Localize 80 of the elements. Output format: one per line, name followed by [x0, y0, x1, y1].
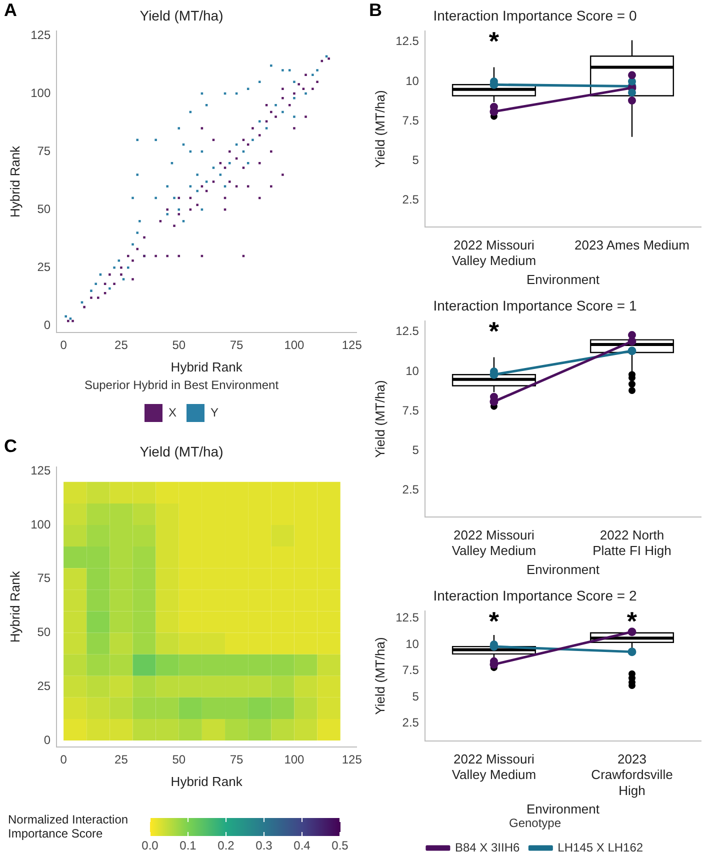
x-tick-label: 2022 Missouri Valley Medium	[452, 752, 536, 782]
y-tick-label: 2.5	[402, 192, 420, 207]
y-tick-label: 25	[37, 678, 51, 693]
y-axis-title: Yield (MT/ha)	[372, 90, 388, 168]
annotation: *	[488, 316, 500, 346]
annotation: *	[488, 26, 500, 56]
color-bar-label: 0.4	[294, 838, 311, 852]
y-axis-title: Yield (MT/ha)	[372, 637, 388, 715]
chart-title: Yield (MT/ha)	[140, 443, 224, 460]
legend-label: LH145 X LH162	[558, 840, 644, 854]
annotation: *	[488, 606, 500, 636]
legend-label: B84 X 3IIH6	[454, 840, 520, 854]
x-axis-title: Environment	[526, 801, 600, 816]
y-tick-label: 50	[37, 625, 51, 640]
x-tick-label: 0	[60, 752, 68, 767]
x-tick-label: 25	[114, 338, 128, 352]
text: B	[369, 0, 382, 20]
color-bar-label: 0.1	[180, 838, 197, 852]
color-bar-title: Normalized Interaction Importance Score	[8, 812, 128, 840]
y-tick-label: 0	[44, 318, 51, 332]
legend-title: Superior Hybrid in Best Environment	[84, 378, 280, 392]
y-tick-label: 75	[37, 571, 51, 586]
x-tick-label: 125	[342, 338, 362, 352]
y-tick-label: 7.5	[402, 113, 420, 128]
y-tick-label: 10	[406, 74, 420, 88]
y-tick-label: 125	[30, 28, 51, 42]
x-tick-label: 75	[230, 752, 244, 767]
annotation: *	[626, 606, 638, 636]
y-axis-title: Yield (MT/ha)	[372, 380, 388, 458]
y-tick-label: 50	[37, 202, 51, 216]
y-tick-label: 12.5	[396, 610, 420, 624]
x-tick-label: 2022 Missouri Valley Medium	[452, 238, 536, 268]
chart-title: Interaction Importance Score = 0	[433, 7, 637, 24]
legend-title: Genotype	[508, 816, 562, 830]
x-axis-title: Environment	[526, 272, 600, 287]
x-tick-label: 125	[342, 752, 362, 767]
y-tick-label: 2.5	[402, 482, 420, 497]
y-tick-label: 125	[30, 463, 51, 478]
color-bar-label: 0.0	[142, 838, 159, 852]
y-tick-label: 0	[44, 732, 51, 747]
x-axis-title: Hybrid Rank	[170, 774, 243, 789]
text: A	[4, 0, 17, 20]
color-bar-label: 0.2	[218, 838, 235, 852]
y-tick-label: 100	[30, 86, 51, 100]
x-tick-label: 100	[284, 752, 305, 767]
y-tick-label: 5	[412, 442, 420, 457]
x-tick-label: 2022 Missouri Valley Medium	[452, 528, 536, 558]
y-tick-label: 10	[406, 636, 420, 651]
x-tick-label: 100	[284, 338, 305, 352]
x-tick-label: 2023 Crawfordsville High	[591, 752, 673, 798]
y-tick-label: 7.5	[402, 663, 420, 678]
x-tick-label: 50	[172, 752, 186, 767]
y-tick-label: 75	[37, 144, 51, 158]
y-tick-label: 25	[37, 260, 51, 274]
x-tick-label: 0	[60, 338, 68, 352]
color-bar-label: 0.5	[332, 838, 349, 852]
x-tick-label: 75	[230, 338, 244, 352]
y-tick-label: 12.5	[396, 34, 420, 48]
legend-label: X	[168, 405, 177, 420]
text: C	[4, 436, 17, 456]
x-tick-label: 2022 North Platte FI High	[592, 528, 672, 558]
y-axis-title: Hybrid Rank	[7, 145, 22, 218]
y-tick-label: 12.5	[396, 324, 420, 338]
x-tick-label: 25	[114, 752, 128, 767]
color-bar-label: 0.3	[256, 838, 273, 852]
x-tick-label: 50	[172, 338, 186, 352]
y-tick-label: 10	[406, 364, 420, 378]
y-tick-label: 7.5	[402, 403, 420, 418]
y-tick-label: 2.5	[402, 716, 420, 730]
y-axis-title: Hybrid Rank	[7, 570, 22, 643]
chart-title: Interaction Importance Score = 1	[433, 297, 637, 314]
y-tick-label: 5	[412, 689, 420, 704]
chart-title: Yield (MT/ha)	[140, 7, 224, 24]
legend-label: Y	[210, 405, 219, 420]
x-tick-label: 2023 Ames Medium	[574, 238, 690, 253]
y-tick-label: 5	[412, 152, 420, 167]
x-axis-title: Environment	[526, 562, 600, 577]
x-axis-title: Hybrid Rank	[170, 359, 243, 374]
y-tick-label: 100	[30, 517, 51, 532]
chart-title: Interaction Importance Score = 2	[433, 587, 637, 604]
